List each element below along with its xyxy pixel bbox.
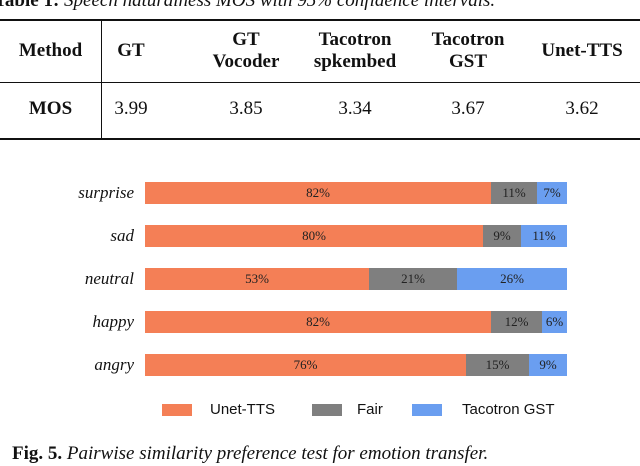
header-gt-vocoder: GT Vocoder: [196, 29, 296, 73]
figure-caption: Fig. 5. Pairwise similarity preference t…: [12, 442, 640, 466]
figure-caption-text: Pairwise similarity preference test for …: [66, 443, 489, 464]
bar-happy: 82% 12% 6%: [145, 311, 567, 333]
header-tacotron-spkembed-line2: spkembed: [313, 51, 397, 72]
bar-sad: 80% 9% 11%: [145, 225, 567, 247]
mos-value-gt: 3.99: [114, 98, 148, 119]
header-tacotron-spkembed-line1: Tacotron: [318, 29, 392, 50]
figure-caption-label: Fig. 5.: [12, 443, 63, 464]
legend-swatch-unet-tts: [162, 404, 192, 416]
table-caption-text: Speech naturalness MOS with 95% confiden…: [64, 0, 496, 11]
bar-segment-angry-fair: 15%: [466, 354, 529, 376]
table-mid-rule: [0, 82, 640, 83]
bar-segment-surprise-unet-tts: 82%: [145, 182, 491, 204]
bar-segment-neutral-fair: 21%: [369, 268, 457, 290]
header-tacotron-gst-line2: GST: [448, 51, 488, 72]
legend-swatch-tacotron-gst: [412, 404, 442, 416]
bar-segment-neutral-unet-tts: 53%: [145, 268, 369, 290]
table-caption-label: Table 1:: [0, 0, 60, 11]
header-unet-tts-text: Unet-TTS: [541, 40, 623, 61]
mos-value-tacotron-spkembed: 3.34: [338, 98, 372, 119]
bar-segment-neutral-tacotron-gst: 26%: [457, 268, 567, 290]
mos-value-unet-tts: 3.62: [565, 98, 599, 119]
bar-segment-sad-unet-tts: 80%: [145, 225, 483, 247]
legend-swatch-fair: [312, 404, 342, 416]
bar-surprise: 82% 11% 7%: [145, 182, 567, 204]
header-method-text: Method: [18, 40, 83, 61]
bar-segment-sad-tacotron-gst: 11%: [521, 225, 567, 247]
header-gt-text: GT: [117, 40, 145, 61]
row-label-mos: MOS: [28, 98, 73, 119]
header-gt: GT: [101, 40, 161, 62]
category-label-surprise: surprise: [78, 183, 134, 202]
category-label-neutral: neutral: [84, 269, 134, 288]
category-label-sad: sad: [110, 226, 134, 245]
table-top-rule: [0, 19, 640, 21]
legend-label-fair: Fair: [357, 401, 383, 418]
bar-segment-happy-fair: 12%: [491, 311, 542, 333]
bar-angry: 76% 15% 9%: [145, 354, 567, 376]
header-tacotron-spkembed: Tacotron spkembed: [300, 29, 410, 73]
bar-neutral: 53% 21% 26%: [145, 268, 567, 290]
header-tacotron-gst-line1: Tacotron: [431, 29, 505, 50]
bar-segment-surprise-tacotron-gst: 7%: [537, 182, 567, 204]
bar-segment-happy-unet-tts: 82%: [145, 311, 491, 333]
category-label-happy: happy: [92, 312, 134, 331]
bar-segment-sad-fair: 9%: [483, 225, 521, 247]
bar-segment-happy-tacotron-gst: 6%: [542, 311, 567, 333]
legend-label-tacotron-gst: Tacotron GST: [462, 401, 555, 418]
table-caption: Table 1: Speech naturalness MOS with 95%…: [0, 0, 640, 13]
category-label-angry: angry: [94, 355, 134, 374]
table-vertical-divider: [101, 21, 102, 138]
header-tacotron-gst: Tacotron GST: [416, 29, 520, 73]
table-bottom-rule: [0, 138, 640, 140]
mos-value-gt-vocoder: 3.85: [229, 98, 263, 119]
mos-value-tacotron-gst: 3.67: [451, 98, 485, 119]
bar-segment-surprise-fair: 11%: [491, 182, 537, 204]
header-gt-vocoder-line2: Vocoder: [212, 51, 280, 72]
header-unet-tts: Unet-TTS: [527, 40, 637, 62]
bar-segment-angry-unet-tts: 76%: [145, 354, 466, 376]
legend-label-unet-tts: Unet-TTS: [210, 401, 276, 418]
header-method: Method: [0, 40, 101, 62]
bar-segment-angry-tacotron-gst: 9%: [529, 354, 567, 376]
header-gt-vocoder-line1: GT: [232, 29, 260, 50]
